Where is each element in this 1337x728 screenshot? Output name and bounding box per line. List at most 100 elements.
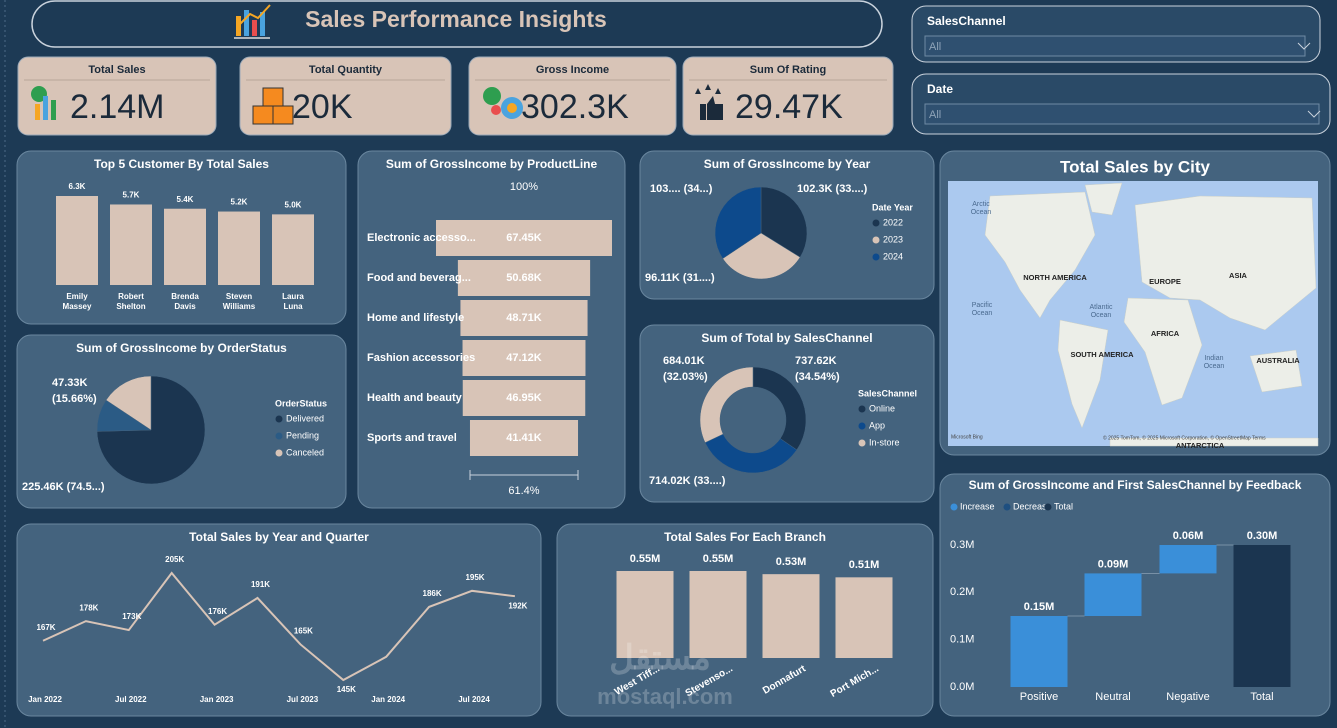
data-label: 0.51M xyxy=(849,559,880,571)
map-label: ASIA xyxy=(1229,271,1248,280)
funnel-bar xyxy=(460,300,588,336)
data-label: 0.06M xyxy=(1173,530,1204,542)
kpi-value: 20K xyxy=(292,88,353,126)
funnel-percent: 61.4% xyxy=(508,485,539,497)
pie-slice xyxy=(760,186,808,258)
data-label: 192K xyxy=(508,601,527,610)
pie-slice xyxy=(714,186,762,259)
legend-swatch xyxy=(872,236,880,244)
legend-swatch xyxy=(858,405,866,413)
funnel-bar xyxy=(462,340,586,376)
category-label: Fashion accessories xyxy=(367,352,475,364)
map-label: EUROPE xyxy=(1149,277,1181,286)
category-label: Health and beauty xyxy=(367,392,463,404)
bar xyxy=(835,577,893,658)
chart-title: Sum of GrossIncome by Year xyxy=(704,157,871,171)
legend-label: Increase xyxy=(960,501,995,511)
slicer-dropdown[interactable] xyxy=(924,35,1306,57)
slicer-dropdown[interactable] xyxy=(924,103,1320,125)
dropdown-arrow xyxy=(1307,110,1321,118)
map-label: Pacific Ocean xyxy=(972,302,993,317)
chart-title: Sum of GrossIncome and First SalesChanne… xyxy=(969,478,1302,492)
bar xyxy=(164,208,206,285)
category-label: Electronic accesso... xyxy=(367,232,476,244)
kpi-icon xyxy=(252,87,294,125)
data-label: 186K xyxy=(423,589,442,598)
data-label: 167K xyxy=(36,623,55,632)
data-label: 714.02K (33....) xyxy=(649,475,726,487)
map-label: SOUTH AMERICA xyxy=(1070,350,1134,359)
data-label: 145K xyxy=(337,685,356,694)
kpi-icon xyxy=(483,87,523,119)
kpi-value: 302.3K xyxy=(521,88,629,126)
legend-swatch xyxy=(1003,503,1011,511)
bar xyxy=(689,571,747,658)
data-label: 205K xyxy=(165,555,184,564)
pie-slice xyxy=(105,375,152,431)
data-label: 47.33K (15.66%) xyxy=(52,377,97,405)
legend-label: App xyxy=(869,420,885,430)
y-tick-label: 0.1M xyxy=(950,634,974,646)
legend-label: Total xyxy=(1054,501,1073,511)
x-tick-label: Total xyxy=(1250,691,1273,703)
data-label: 6.3K xyxy=(69,182,86,191)
chart-title: Sum of Total by SalesChannel xyxy=(701,331,872,345)
legend-swatch xyxy=(858,439,866,447)
data-label: 225.46K (74.5...) xyxy=(22,481,105,493)
chart-title: Total Sales For Each Branch xyxy=(664,530,826,544)
data-label: 195K xyxy=(465,573,484,582)
waterfall-bar xyxy=(1159,545,1217,574)
legend-swatch xyxy=(1044,503,1052,511)
kpi-label: Gross Income xyxy=(536,64,609,76)
funnel-bar xyxy=(457,260,591,296)
category-label: Sports and travel xyxy=(367,432,457,444)
x-tick-label: Laura Luna xyxy=(282,292,304,311)
legend-label: 2023 xyxy=(883,234,903,244)
legend-label: In-store xyxy=(869,437,900,447)
legend-label: 2024 xyxy=(883,251,903,261)
x-tick-label: Jul 2022 xyxy=(115,695,147,704)
kpi-card xyxy=(17,56,217,136)
waterfall-bar xyxy=(1084,573,1142,616)
legend-label: Decrease xyxy=(1013,501,1052,511)
waterfall-bar xyxy=(1233,545,1291,687)
legend-label: Online xyxy=(869,403,895,413)
chart-title: Total Sales by Year and Quarter xyxy=(189,530,369,544)
map-land xyxy=(1249,349,1303,393)
slicer-label: Date xyxy=(927,82,953,96)
x-tick-label: Jul 2023 xyxy=(287,695,319,704)
data-label: 46.95K xyxy=(506,392,542,404)
legend-label: Pending xyxy=(286,430,319,440)
kpi-card xyxy=(468,56,677,136)
kpi-icon xyxy=(31,86,56,120)
data-label: 684.01K (32.03%) xyxy=(663,355,708,383)
waterfall-bar xyxy=(1010,616,1068,687)
map-land xyxy=(1084,182,1123,216)
x-tick-label: Jan 2023 xyxy=(200,695,234,704)
data-label: 5.2K xyxy=(231,198,248,207)
map-label: NORTH AMERICA xyxy=(1023,273,1087,282)
map-land xyxy=(1134,195,1317,331)
data-label: 5.7K xyxy=(123,191,140,200)
bar xyxy=(616,571,674,658)
legend-title: SalesChannel xyxy=(858,388,917,398)
map-land xyxy=(1123,297,1203,406)
legend-title: OrderStatus xyxy=(275,398,327,408)
bar xyxy=(218,211,260,285)
legend-swatch xyxy=(950,503,958,511)
dropdown-arrow xyxy=(1297,42,1311,50)
map-title: Total Sales by City xyxy=(1060,157,1210,176)
x-tick-label: Steven Williams xyxy=(223,292,256,311)
x-tick-label: Robert Shelton xyxy=(116,292,145,311)
legend-title: Date Year xyxy=(872,202,913,212)
data-label: 173K xyxy=(122,612,141,621)
x-tick-label: Jan 2024 xyxy=(371,695,405,704)
y-tick-label: 0.0M xyxy=(950,681,974,693)
slicer-label: SalesChannel xyxy=(927,14,1006,28)
x-tick-label: Jul 2024 xyxy=(458,695,490,704)
data-label: 0.09M xyxy=(1098,558,1129,570)
bar xyxy=(272,214,314,285)
kpi-value: 29.47K xyxy=(735,88,843,126)
data-label: 103.... (34...) xyxy=(650,183,713,195)
